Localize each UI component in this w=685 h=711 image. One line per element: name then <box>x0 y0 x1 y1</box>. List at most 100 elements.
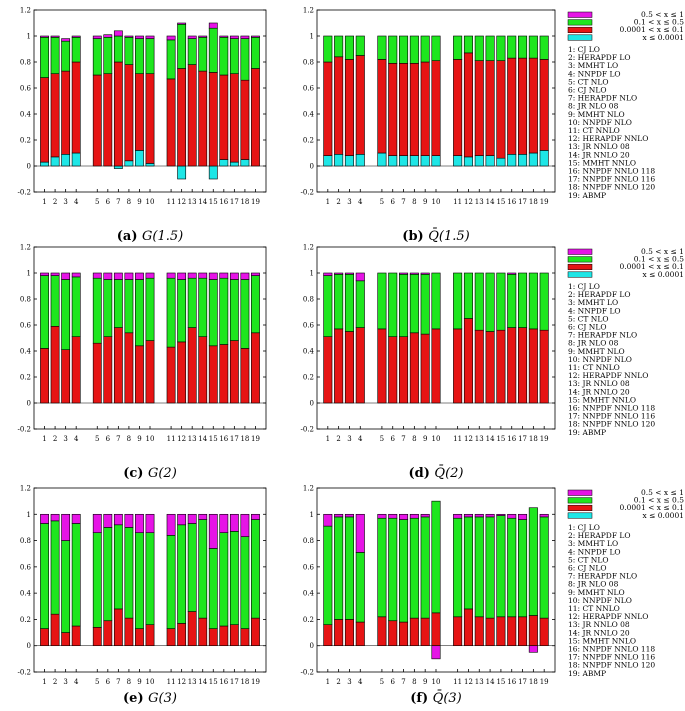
bar-segment-12-bin-3 <box>177 524 187 624</box>
bar-segment-10-bin-2 <box>145 340 155 404</box>
bar-segment-2-bin-4 <box>50 513 60 522</box>
bar-segment-2-bin-4 <box>334 513 344 518</box>
bar-segment-15-bin-3 <box>208 548 218 629</box>
x-tick-label: 4 <box>358 678 363 686</box>
y-tick-label: 0.6 <box>20 85 32 93</box>
x-tick-label: 2 <box>336 678 340 686</box>
x-tick-label: 14 <box>198 678 207 686</box>
bar-segment-7-bin-2 <box>113 608 123 647</box>
legend-set-label: 15: MMHT NNLO <box>568 636 636 645</box>
legend-set-label: 15: MMHT NNLO <box>568 158 636 167</box>
legend-set-label: 10: NNPDF NLO <box>568 355 632 364</box>
bar-segment-9-bin-3 <box>420 516 430 619</box>
bar-segment-1-bin-4 <box>40 513 49 524</box>
legend-set-label: 9: MMHT NLO <box>568 588 625 597</box>
y-tick-label: 0.6 <box>20 322 32 330</box>
bar-segment-16-bin-2 <box>219 625 229 647</box>
bar-segment-3-bin-4 <box>344 272 354 275</box>
bar-segment-4-bin-4 <box>355 513 365 553</box>
y-tick-label: 0.4 <box>20 590 32 598</box>
legend-set-label: 1: CJ LO <box>568 523 600 532</box>
bar-segment-11-bin-4 <box>166 272 176 279</box>
bar-segment-2-bin-3 <box>50 275 60 327</box>
x-tick-label: 16 <box>219 435 228 443</box>
x-tick-label: 14 <box>198 198 207 206</box>
y-tick-label: 0 <box>27 163 31 171</box>
y-tick-label: 0.8 <box>303 537 314 545</box>
bar-segment-17-bin-1 <box>518 154 528 167</box>
bar-segment-16-bin-2 <box>507 57 517 155</box>
bar-segment-13-bin-3 <box>187 523 197 612</box>
bar-segment-2-bin-3 <box>50 520 60 615</box>
x-tick-label: 3 <box>347 198 351 206</box>
x-tick-label: 5 <box>380 435 384 443</box>
bar-segment-11-bin-2 <box>453 328 463 404</box>
bar-segment-8-bin-4 <box>409 513 419 519</box>
bar-segment-13-bin-2 <box>474 329 484 404</box>
bar-segment-15-bin-4 <box>208 22 218 29</box>
bar-segment-3-bin-2 <box>344 59 354 156</box>
bar-segment-1-bin-2 <box>323 61 333 156</box>
bar-segment-14-bin-4 <box>485 513 495 518</box>
bar-segment-19-bin-3 <box>539 516 549 619</box>
legend-bin-label: 0.0001 < x ≤ 0.1 <box>619 262 684 271</box>
bar-segment-19-bin-1 <box>539 150 549 167</box>
legend-swatch <box>567 11 593 18</box>
x-tick-label: 19 <box>251 678 260 686</box>
x-tick-label: 10 <box>432 435 441 443</box>
bar-segment-1-bin-4 <box>323 272 333 276</box>
legend-1: 0.5 < x ≤ 10.1 < x ≤ 0.50.0001 < x ≤ 0.1… <box>567 10 684 200</box>
panel-caption: (f) Q̄(3) <box>410 690 462 706</box>
bar-segment-8-bin-4 <box>124 513 134 528</box>
bar-segment-10-bin-3 <box>145 532 155 625</box>
x-tick-label: 14 <box>486 198 495 206</box>
bar-segment-3-bin-1 <box>344 155 354 167</box>
x-tick-label: 9 <box>423 678 427 686</box>
bar-segment-2-bin-2 <box>50 613 60 647</box>
bar-segment-13-bin-2 <box>187 64 197 167</box>
y-tick-label: 1 <box>310 270 314 278</box>
legend-set-label: 8: JR NLO 08 <box>568 339 619 348</box>
y-tick-label: 1.2 <box>303 7 314 15</box>
legend-set-label: 11: CT NNLO <box>568 604 620 613</box>
bar-segment-17-bin-2 <box>518 327 528 404</box>
bar-segment-13-bin-2 <box>474 60 484 156</box>
bar-segment-14-bin-2 <box>485 331 495 404</box>
bar-segment-3-bin-3 <box>344 35 354 60</box>
bar-segment-14-bin-4 <box>198 272 208 279</box>
y-tick-label: 1 <box>310 511 314 519</box>
bar-segment-13-bin-4 <box>474 513 484 518</box>
x-tick-label: 6 <box>106 435 111 443</box>
bar-segment-17-bin-2 <box>518 57 528 155</box>
bar-segment-16-bin-3 <box>219 36 229 76</box>
bar-segment-2-bin-3 <box>334 35 344 58</box>
bar-segment-6-bin-3 <box>103 36 113 75</box>
panel-caption: (d) Q̄(2) <box>409 465 464 481</box>
legend-set-label: 10: NNPDF NLO <box>568 118 632 127</box>
bar-segment-1-bin-1 <box>323 155 333 167</box>
x-tick-label: 7 <box>401 198 405 206</box>
legend-set-label: 18: NNPDF NNLO 120 <box>568 661 655 670</box>
bar-segment-9-bin-4 <box>135 272 144 280</box>
bar-segment-10-bin-3 <box>431 272 441 330</box>
bar-segment-3-bin-1 <box>61 154 71 167</box>
bar-segment-12-bin-3 <box>463 35 473 54</box>
bar-segment-14-bin-3 <box>198 277 208 338</box>
x-tick-label: 6 <box>106 198 111 206</box>
bar-segment-4-bin-3 <box>355 35 365 56</box>
x-tick-label: 4 <box>74 678 79 686</box>
bar-segment-11-bin-3 <box>166 39 176 80</box>
bar-segment-7-bin-4 <box>113 30 123 37</box>
bar-segment-16-bin-4 <box>219 272 229 279</box>
x-tick-label: 5 <box>380 198 384 206</box>
bar-segment-5-bin-2 <box>92 74 102 167</box>
legend-swatch <box>567 34 593 41</box>
y-tick-label: 0.6 <box>303 563 315 571</box>
bar-segment-8-bin-1 <box>409 155 419 167</box>
x-tick-label: 2 <box>53 435 57 443</box>
y-tick-label: -0.2 <box>18 426 32 434</box>
bar-segment-17-bin-3 <box>229 38 239 74</box>
x-tick-label: 16 <box>219 678 228 686</box>
legend-set-label: 18: NNPDF NNLO 120 <box>568 420 655 429</box>
